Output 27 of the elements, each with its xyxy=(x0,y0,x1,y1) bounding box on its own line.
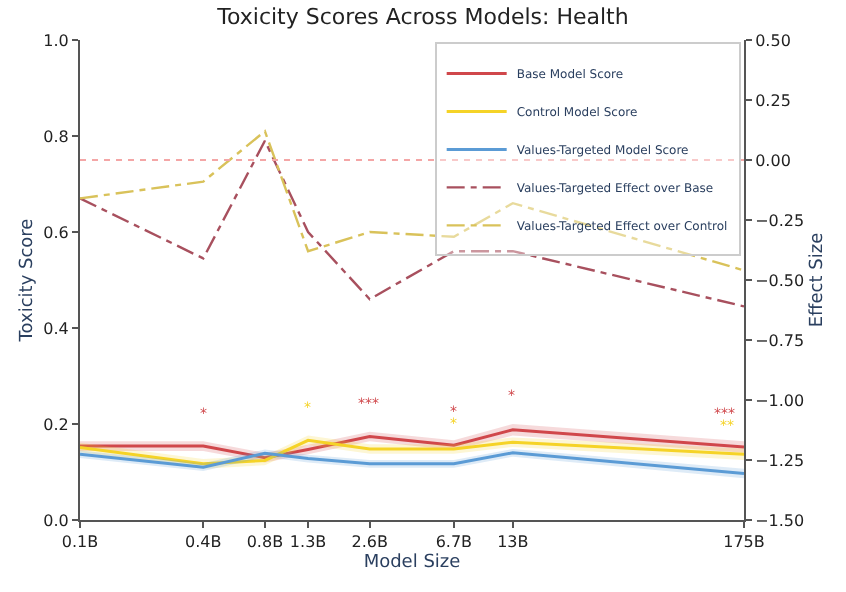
y-tick-label: 0.8 xyxy=(43,127,69,146)
y2-tick-label: −1.00 xyxy=(755,391,805,410)
y-axis-title: Toxicity Score xyxy=(18,217,39,344)
y2-tick-label: −0.75 xyxy=(755,331,805,350)
y2-tick-label: 0.00 xyxy=(755,151,791,170)
x-axis-title: Model Size xyxy=(363,552,462,573)
chart-title: Toxicity Scores Across Models: Health xyxy=(215,4,629,31)
y2-tick-label: −0.25 xyxy=(755,211,805,230)
y-tick-label: 0.4 xyxy=(43,319,69,338)
y2-tick-label: −1.50 xyxy=(755,511,805,530)
x-tick-label: 175B xyxy=(723,533,765,552)
x-tick-label: 2.6B xyxy=(351,533,388,552)
x-tick-label: 0.8B xyxy=(246,533,284,552)
y2-tick-label: −1.25 xyxy=(755,451,805,470)
y2-tick-label: 0.25 xyxy=(755,91,791,110)
x-tick-label: 6.7B xyxy=(435,533,473,552)
y-tick-label: 0.2 xyxy=(43,415,69,434)
x-tick-label: 0.1B xyxy=(61,533,99,552)
y-tick-label: 0.0 xyxy=(43,511,69,530)
x-tick-label: 13B xyxy=(497,533,529,552)
y2-tick-label: −0.50 xyxy=(755,271,805,290)
x-tick-label: 1.3B xyxy=(289,533,327,552)
y2-axis-title: Effect Size xyxy=(807,231,828,328)
y-tick-label: 1.0 xyxy=(43,31,69,50)
y-tick-label: 0.6 xyxy=(43,223,69,242)
x-tick-label: 0.4B xyxy=(185,533,222,552)
y2-tick-label: 0.50 xyxy=(755,31,791,50)
